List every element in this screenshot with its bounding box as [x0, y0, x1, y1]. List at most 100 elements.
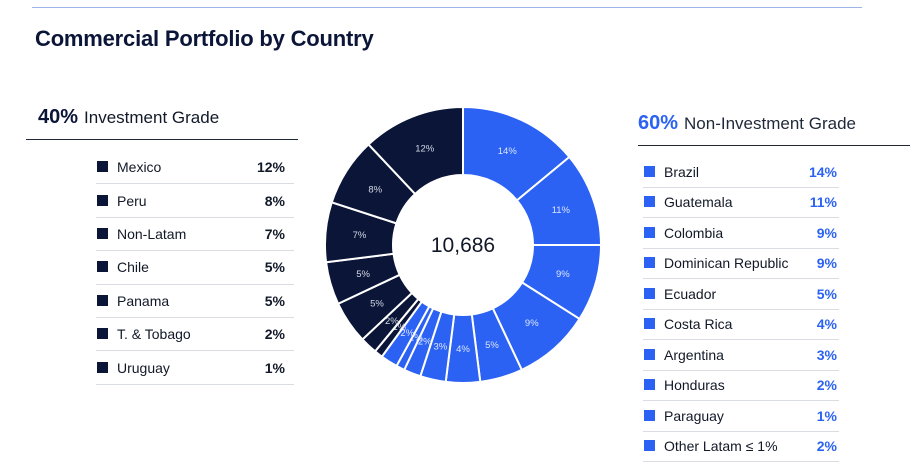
legend-country-value: 2% — [816, 438, 837, 455]
donut-center-total: 10,686 — [431, 234, 495, 257]
legend-country-name: Paraguay — [664, 407, 724, 424]
legend-country-name: Non-Latam — [117, 225, 187, 242]
donut-slice-label: 9% — [556, 269, 570, 280]
non-investment-legend-row-colombia: Colombia 9% — [643, 218, 839, 249]
legend-swatch — [644, 226, 655, 238]
legend-country-name: Mexico — [117, 159, 162, 176]
legend-swatch — [644, 409, 655, 421]
investment-grade-divider — [26, 139, 298, 140]
legend-swatch — [644, 165, 655, 177]
legend-country-value: 11% — [809, 194, 837, 211]
legend-country-value: 14% — [808, 163, 837, 180]
non-investment-grade-legend: Brazil 14% Guatemala 11% Colombia 9% Dominican… — [643, 157, 839, 462]
legend-swatch — [644, 348, 655, 360]
donut-slice-label: 12% — [415, 143, 435, 154]
investment-grade-legend: Mexico 12% Peru 8% Non-Latam 7% Chile 5% Panama 5… — [96, 151, 294, 385]
investment-grade-label: Investment Grade — [84, 108, 220, 127]
legend-swatch — [97, 328, 108, 340]
legend-country-name: Honduras — [664, 377, 725, 394]
portfolio-donut-chart: 14%11%9%9%5%4%3%2%1%2%1%2%5%5%7%8%12%10,… — [324, 105, 603, 384]
donut-slice-label: 5% — [485, 340, 499, 351]
page-title: Commercial Portfolio by Country — [35, 26, 374, 51]
legend-country-name: Costa Rica — [664, 316, 733, 333]
legend-country-name: Peru — [117, 192, 147, 209]
donut-slice-label: 2% — [400, 328, 414, 339]
donut-slice-label: 8% — [368, 184, 382, 195]
donut-slice-label: 2% — [418, 337, 432, 348]
top-divider — [32, 7, 862, 8]
donut-slice-label: 5% — [370, 298, 384, 309]
legend-country-value: 5% — [264, 259, 285, 276]
legend-country-value: 2% — [816, 377, 837, 394]
legend-country-value: 5% — [816, 285, 837, 302]
donut-slice-label: 1% — [409, 333, 423, 344]
legend-country-name: Other Latam ≤ 1% — [664, 438, 778, 455]
legend-swatch — [644, 287, 655, 299]
legend-swatch — [644, 257, 655, 269]
legend-country-value: 7% — [264, 225, 285, 242]
non-investment-legend-row-ecuador: Ecuador 5% — [643, 279, 839, 310]
non-investment-grade-divider — [638, 145, 910, 146]
non-investment-legend-row-costa-rica: Costa Rica 4% — [643, 310, 839, 340]
legend-country-name: Dominican Republic — [664, 255, 789, 272]
legend-country-value: 5% — [264, 292, 285, 309]
legend-swatch — [644, 379, 655, 391]
legend-swatch — [97, 194, 108, 206]
investment-legend-row-non-latam: Non-Latam 7% — [96, 218, 294, 252]
legend-country-value: 1% — [816, 407, 837, 424]
investment-legend-row-mexico: Mexico 12% — [96, 151, 294, 185]
legend-country-value: 4% — [816, 316, 837, 333]
legend-country-value: 3% — [816, 346, 837, 363]
legend-country-name: T. & Tobago — [117, 326, 191, 343]
legend-country-name: Colombia — [664, 224, 724, 241]
legend-country-value: 1% — [264, 359, 285, 376]
donut-slice-label: 5% — [356, 269, 370, 280]
legend-country-value: 8% — [264, 192, 285, 209]
donut-slice-label: 4% — [456, 344, 470, 355]
donut-slice-mexico — [367, 105, 464, 196]
donut-slice-label: 9% — [525, 318, 539, 329]
investment-legend-row-panama: Panama 5% — [96, 285, 294, 318]
donut-slice-label: 14% — [498, 146, 518, 157]
donut-slice-label: 3% — [433, 341, 447, 352]
legend-country-value: 9% — [816, 255, 837, 272]
non-investment-legend-row-honduras: Honduras 2% — [643, 371, 839, 401]
investment-legend-row-t-tobago: T. & Tobago 2% — [96, 318, 294, 352]
investment-grade-header: 40% Investment Grade — [38, 106, 219, 129]
legend-country-value: 2% — [264, 326, 285, 343]
donut-slice-label: 1% — [392, 322, 406, 333]
non-investment-legend-row-brazil: Brazil 14% — [643, 157, 839, 188]
non-investment-legend-row-paraguay: Paraguay 1% — [643, 401, 839, 432]
legend-country-value: 9% — [816, 224, 837, 241]
legend-swatch — [97, 161, 108, 173]
legend-swatch — [644, 440, 655, 452]
legend-swatch — [644, 196, 655, 208]
legend-country-name: Argentina — [664, 346, 724, 363]
legend-country-name: Panama — [117, 292, 170, 309]
legend-swatch — [97, 227, 108, 239]
non-investment-legend-row-argentina: Argentina 3% — [643, 340, 839, 371]
donut-slice-label: 11% — [552, 205, 571, 216]
non-investment-legend-row-other-latam-1: Other Latam ≤ 1% 2% — [643, 432, 839, 462]
non-investment-grade-percent: 60% — [638, 112, 679, 134]
legend-country-name: Guatemala — [664, 194, 733, 211]
legend-swatch — [97, 261, 108, 273]
investment-legend-row-peru: Peru 8% — [96, 184, 294, 218]
donut-slice-label: 2% — [385, 316, 399, 327]
non-investment-legend-row-dominican-republic: Dominican Republic 9% — [643, 249, 839, 279]
donut-slice-label: 7% — [353, 230, 367, 241]
legend-country-name: Ecuador — [664, 285, 717, 302]
investment-grade-percent: 40% — [38, 106, 79, 128]
legend-swatch — [97, 361, 108, 373]
non-investment-legend-row-guatemala: Guatemala 11% — [643, 188, 839, 218]
non-investment-grade-header: 60% Non-Investment Grade — [638, 112, 856, 135]
legend-swatch — [97, 294, 108, 306]
legend-country-name: Uruguay — [117, 359, 170, 376]
investment-legend-row-chile: Chile 5% — [96, 251, 294, 285]
legend-country-name: Chile — [117, 259, 149, 276]
legend-country-value: 12% — [256, 159, 285, 176]
legend-country-name: Brazil — [664, 163, 700, 180]
legend-swatch — [644, 318, 655, 330]
investment-legend-row-uruguay: Uruguay 1% — [96, 351, 294, 385]
non-investment-grade-label: Non-Investment Grade — [684, 114, 856, 133]
